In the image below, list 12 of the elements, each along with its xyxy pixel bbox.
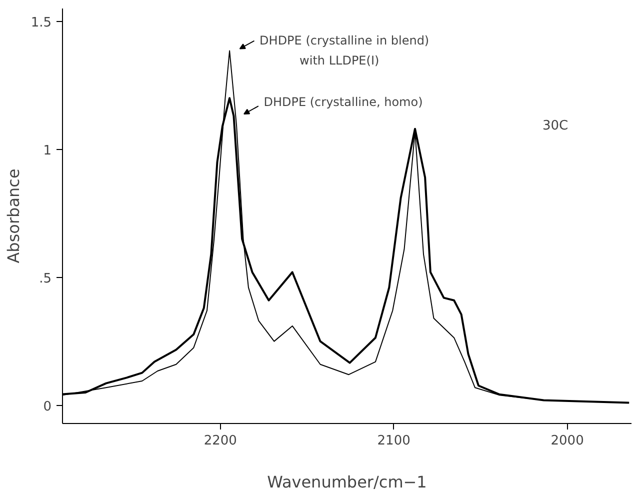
y-tick-label: 0: [43, 399, 52, 414]
x-axis-title: Wavenumber/cm−1: [267, 472, 427, 492]
x-tick-label: 2100: [377, 434, 410, 448]
annotation: DHDPE (crystalline in blend) with LLDPE(I): [260, 34, 430, 68]
annotation: DHDPE (crystalline, homo): [264, 95, 423, 110]
y-tick-label: 1: [43, 143, 52, 158]
annotation: 30C: [542, 118, 568, 134]
y-axis-title: Absorbance: [4, 168, 23, 264]
x-tick-label: 2200: [204, 434, 237, 448]
y-tick-label: 1.5: [30, 15, 52, 30]
y-tick-label: .5: [39, 271, 52, 286]
x-tick-label: 2000: [550, 434, 584, 448]
